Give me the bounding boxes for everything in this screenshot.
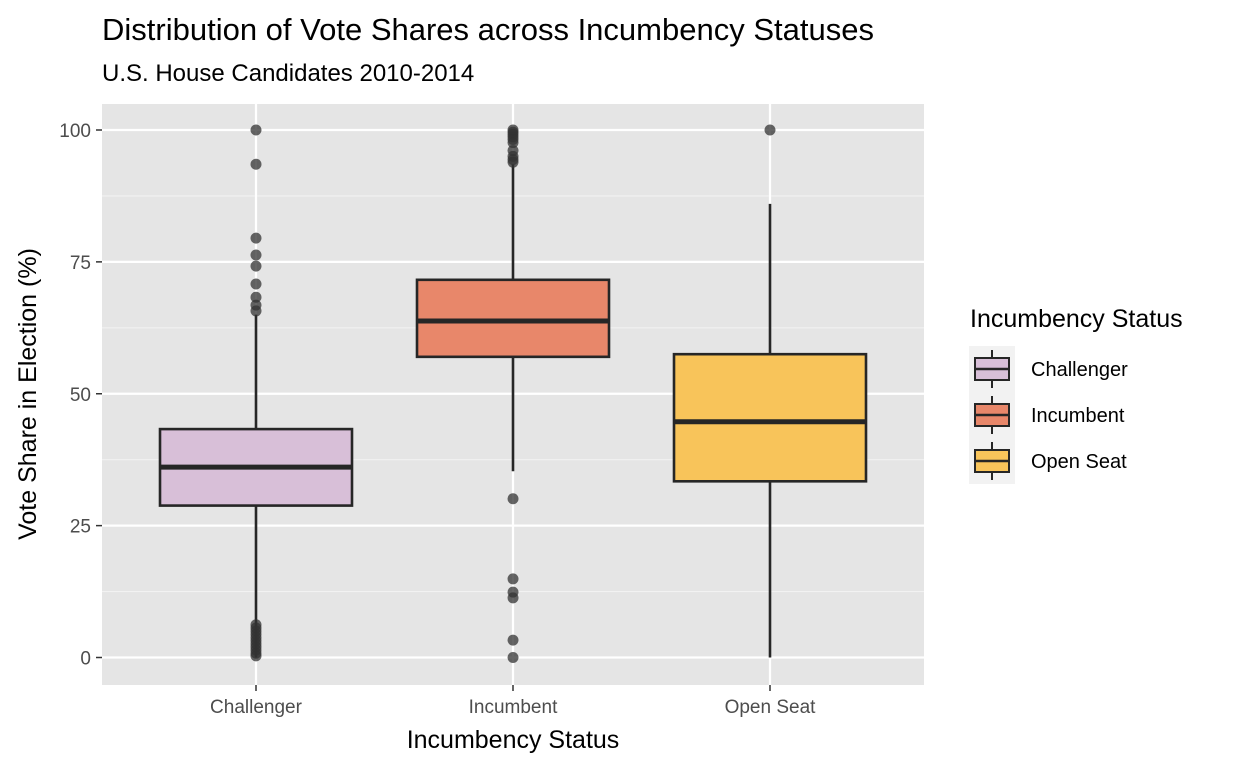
outlier-point (507, 634, 519, 646)
y-tick-label: 75 (70, 253, 91, 274)
x-tick-label: Incumbent (469, 697, 558, 718)
legend-label: Open Seat (1031, 451, 1127, 473)
legend: Challenger Incumbent Open Seat (974, 350, 1128, 480)
legend-item-incumbent: Incumbent (974, 396, 1125, 434)
outlier-point (507, 137, 519, 149)
outlier-point (250, 305, 262, 317)
outlier-point (250, 158, 262, 170)
outlier-point (250, 278, 262, 290)
outlier-point (250, 291, 262, 303)
x-axis-title: Incumbency Status (407, 726, 620, 754)
chart-subtitle: U.S. House Candidates 2010-2014 (102, 60, 474, 87)
outlier-point (250, 232, 262, 244)
x-tick-label: Open Seat (725, 697, 817, 718)
outlier-point (507, 592, 519, 604)
legend-item-challenger: Challenger (974, 350, 1128, 388)
box-challenger (158, 124, 354, 662)
outlier-point (507, 493, 519, 505)
y-tick-label: 100 (59, 121, 91, 142)
x-tick-label: Challenger (210, 697, 303, 718)
box-incumbent (415, 124, 611, 663)
outlier-point (764, 124, 776, 136)
legend-item-open-seat: Open Seat (974, 442, 1127, 480)
legend-label: Incumbent (1031, 405, 1125, 427)
outlier-point (250, 260, 262, 272)
y-axis-ticks: 0 25 50 75 100 (59, 121, 102, 670)
y-tick-label: 0 (80, 649, 91, 670)
y-tick-label: 25 (70, 517, 91, 538)
y-axis-title: Vote Share in Election (%) (14, 248, 42, 540)
chart-title: Distribution of Vote Shares across Incum… (102, 12, 874, 47)
outlier-point (507, 156, 519, 168)
box-iqr (672, 352, 868, 483)
x-axis-ticks: Challenger Incumbent Open Seat (210, 685, 816, 718)
outlier-point (250, 650, 262, 662)
box-group (158, 124, 868, 663)
legend-label: Challenger (1031, 359, 1128, 381)
outlier-point (507, 573, 519, 585)
outlier-point (507, 652, 519, 663)
outlier-point (250, 249, 262, 261)
legend-title: Incumbency Status (970, 305, 1183, 333)
outlier-point (250, 124, 262, 136)
y-tick-label: 50 (70, 385, 91, 406)
box-iqr (415, 278, 611, 359)
box-open-seat (672, 124, 868, 658)
